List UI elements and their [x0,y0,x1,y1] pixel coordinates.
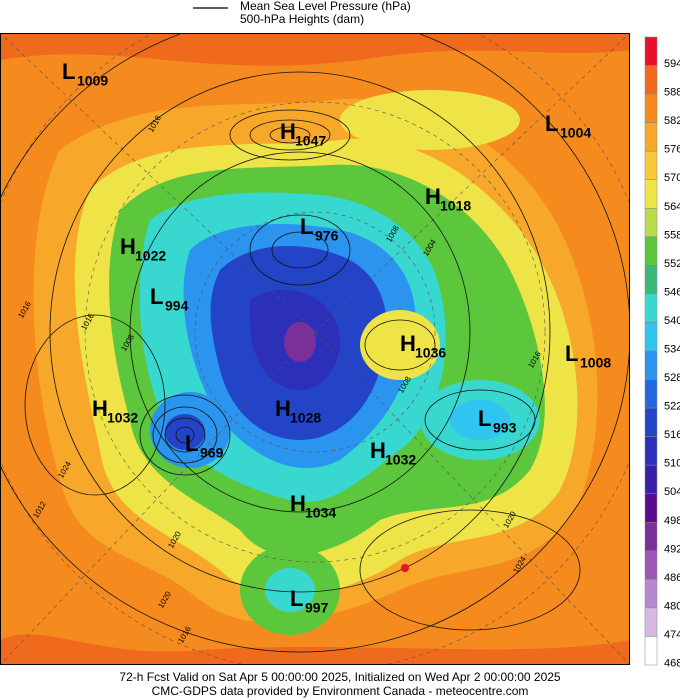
center-value: 1032 [107,410,138,426]
center-value: 997 [305,600,329,616]
colorbar-label: 594 [664,58,680,70]
center-value: 1036 [415,345,446,361]
colorbar-label: 540 [664,315,680,327]
colorbar-label: 528 [664,372,680,384]
colorbar-swatch [644,493,658,523]
center-value: 1008 [580,355,611,371]
colorbar-label: 576 [664,144,680,156]
colorbar-swatch [644,322,658,352]
colorbar-label: 504 [664,486,680,498]
colorbar-swatch [644,579,658,609]
colorbar-label: 558 [664,229,680,241]
center-value: 976 [315,228,339,244]
colorbar-swatch [644,122,658,152]
colorbar-label: 486 [664,572,680,584]
colorbar-label: 546 [664,286,680,298]
colorbar-swatch [644,293,658,323]
colorbar-label: 492 [664,543,680,555]
colorbar-swatch [644,236,658,266]
center-value: 1047 [295,133,326,149]
center-value: 1018 [440,198,471,214]
colorbar-label: 474 [664,629,680,641]
colorbar-swatch [644,550,658,580]
center-type: L [290,586,303,611]
colorbar-label: 468 [664,657,680,669]
colorbar-label: 570 [664,172,680,184]
colorbar-label: 582 [664,115,680,127]
colorbar-label: 552 [664,258,680,270]
colorbar-swatch [644,607,658,637]
center-value: 969 [200,445,224,461]
colorbar-swatch [644,464,658,494]
colorbar-swatch [644,36,658,66]
colorbar-label: 516 [664,429,680,441]
center-type: L [565,341,578,366]
colorbar-swatch [644,350,658,380]
colorbar-swatch [644,436,658,466]
center-type: H [400,331,416,356]
center-type: L [150,284,163,309]
colorbar-label: 534 [664,343,680,355]
colorbar-label: 588 [664,87,680,99]
center-type: H [120,234,136,259]
colorbar-swatch [644,407,658,437]
center-type: L [478,406,491,431]
center-value: 1009 [77,73,108,89]
center-type: L [185,431,198,456]
center-value: 1034 [305,505,336,521]
colorbar-swatch [644,379,658,409]
center-type: L [545,111,558,136]
colorbar-label: 522 [664,401,680,413]
center-type: L [62,59,75,84]
legend-item: Mean Sea Level Pressure (hPa) [240,0,411,13]
footer-line: 72-h Fcst Valid on Sat Apr 5 00:00:00 20… [119,670,561,684]
center-value: 1032 [385,452,416,468]
center-type: H [280,119,296,144]
footer-line: CMC-GDPS data provided by Environment Ca… [152,684,529,698]
center-type: H [425,184,441,209]
colorbar-swatch [644,208,658,238]
center-type: H [92,396,108,421]
colorbar-swatch [644,265,658,295]
legend-item: 500-hPa Heights (dam) [240,12,364,26]
colorbar-label: 510 [664,458,680,470]
colorbar: 594 588 582 576 570 564 558 552 546 540 534 528 522 5… [644,36,680,669]
colorbar-swatch [644,522,658,552]
colorbar-swatch [644,179,658,209]
colorbar-label: 480 [664,600,680,612]
colorbar-swatch [644,150,658,180]
colorbar-swatch [644,636,658,666]
center-type: H [290,491,306,516]
center-value: 1028 [290,410,321,426]
center-type: L [300,214,313,239]
center-type: H [370,438,386,463]
colorbar-swatch [644,65,658,95]
center-value: 1022 [135,248,166,264]
center-type: H [275,396,291,421]
center-value: 1004 [560,125,591,141]
colorbar-label: 564 [664,201,680,213]
center-value: 994 [165,298,189,314]
colorbar-label: 498 [664,515,680,527]
colorbar-swatch [644,93,658,123]
center-value: 993 [493,420,517,436]
